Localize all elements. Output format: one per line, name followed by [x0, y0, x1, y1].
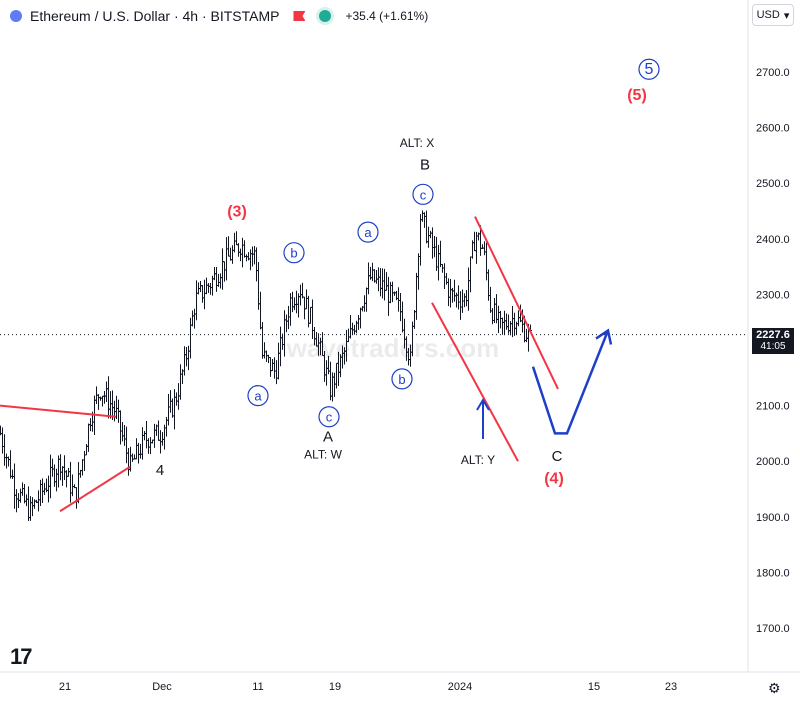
red-trendline — [431, 302, 519, 462]
x-tick-label: 21 — [59, 681, 71, 693]
y-tick-label: 2300.0 — [756, 289, 790, 301]
y-tick-label: 1800.0 — [756, 567, 790, 579]
x-tick-label: 15 — [588, 681, 600, 693]
y-tick-label: 2400.0 — [756, 234, 790, 246]
wave-label-altw: ALT: W — [304, 447, 342, 461]
y-tick-label: 2600.0 — [756, 123, 790, 135]
wave-label-c-circle — [412, 183, 434, 205]
current-price-tag: 2227.6 41:05 — [752, 328, 794, 354]
wave-label-b-circle — [391, 368, 413, 390]
wave-label-a: a — [364, 225, 372, 240]
wave-label-b-circle — [283, 242, 305, 264]
y-tick-label: 2000.0 — [756, 456, 790, 468]
chart-header: Ethereum / U.S. Dollar · 4h · BITSTAMP +… — [0, 0, 748, 32]
y-tick-label: 1900.0 — [756, 512, 790, 524]
wave-label-c: c — [326, 410, 333, 425]
x-tick-label: 11 — [252, 681, 263, 693]
red-trendline — [59, 465, 131, 513]
wave-label-4: 4 — [156, 462, 164, 479]
market-open-icon — [319, 10, 332, 22]
gear-icon[interactable]: ⚙ — [768, 680, 781, 696]
red-trendline — [0, 404, 117, 418]
watermark: wavetraders.com — [286, 333, 499, 363]
symbol-title: Ethereum / U.S. Dollar · 4h · BITSTAMP — [30, 8, 280, 24]
y-tick-label: 2500.0 — [756, 178, 790, 190]
wave-label-a: A — [323, 429, 333, 446]
wave-label-4: (4) — [544, 470, 564, 487]
y-tick-label: 1700.0 — [756, 623, 790, 635]
bar-countdown: 41:05 — [760, 341, 786, 352]
wave-label-b: B — [420, 156, 430, 173]
wave-label-3: (3) — [227, 204, 247, 221]
currency-select[interactable]: USD ▾ — [752, 4, 794, 26]
current-price-value: 2227.6 — [756, 329, 790, 341]
currency-label: USD — [756, 9, 780, 21]
x-tick-label: 19 — [329, 681, 341, 693]
wave-label-a-circle — [357, 221, 379, 243]
tradingview-logo: 17 — [10, 644, 33, 669]
wave-label-a-circle — [247, 384, 269, 407]
wave-label-b: b — [398, 372, 405, 387]
x-tick-label: 23 — [665, 681, 677, 693]
y-tick-label: 2700.0 — [756, 67, 790, 79]
wave-label-altx: ALT: X — [400, 136, 434, 150]
symbol-info[interactable]: Ethereum / U.S. Dollar · 4h · BITSTAMP — [10, 8, 279, 24]
wave-label-5-circle — [638, 58, 660, 80]
flag-icon[interactable] — [293, 11, 306, 21]
x-tick-label: 2024 — [448, 681, 472, 693]
wave-label-b: b — [290, 246, 297, 261]
y-tick-label: 2100.0 — [756, 401, 790, 413]
projection-arrowhead — [595, 328, 613, 345]
wave-label-5: (5) — [627, 87, 647, 104]
alt-y-arrowhead — [476, 398, 490, 411]
wave-label-c: C — [552, 448, 563, 465]
x-tick-label: Dec — [152, 681, 172, 693]
wave-label-c-circle — [318, 406, 340, 428]
price-change: +35.4 (+1.61%) — [345, 9, 429, 23]
wave-projection-path — [531, 330, 610, 435]
wave-label-c: c — [420, 187, 427, 202]
wave-label-alty: ALT: Y — [461, 453, 495, 467]
red-trendline — [474, 216, 559, 390]
ethereum-icon — [10, 10, 22, 22]
chevron-down-icon: ▾ — [783, 9, 790, 22]
wave-label-a: a — [254, 389, 262, 404]
wave-label-5: 5 — [645, 61, 654, 78]
